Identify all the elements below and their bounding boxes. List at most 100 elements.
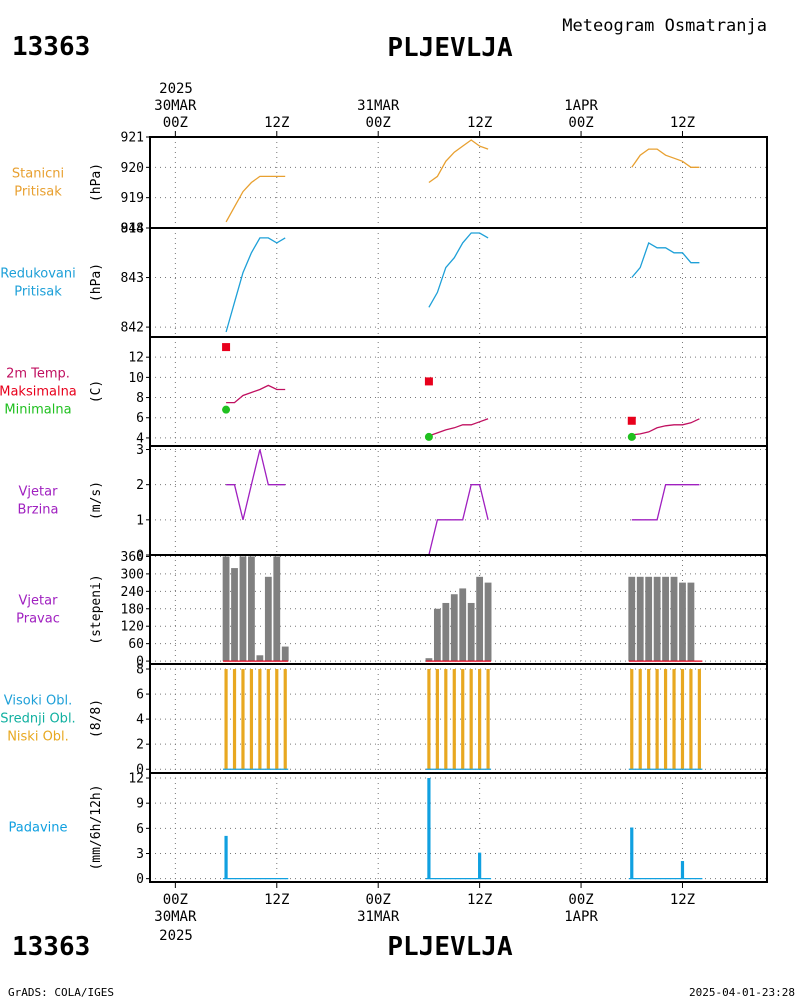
panel-label-line: Maksimalna [0,385,77,400]
y-tick-label: 8 [136,663,144,678]
series-line [631,241,700,278]
top-hour-label: 00Z [568,115,593,131]
bottom-year-label: 2025 [159,928,193,944]
panel-label-line: Srednji Obl. [0,712,75,727]
bar [662,576,669,662]
y-tick-label: 12 [128,351,144,366]
panel-1: 918 919 920 921 (hPa) Stanicni Pritisak [12,131,768,237]
bar [476,576,484,662]
series-line [631,418,700,436]
bar [452,669,456,770]
bar [241,669,245,770]
panel-6: 0 2 4 6 8 (8/8) Visoki Obl. Srednji Obl. Niski O… [0,663,768,778]
timestamp-text: 2025-04-01-23:28 [689,986,795,999]
series-line [428,484,489,556]
bar [670,576,678,662]
y-tick-label: 3 [136,847,144,862]
panel-label-line: Stanicni [12,167,64,182]
bar [638,669,642,770]
y-tick-label: 0 [136,655,144,670]
bar [231,568,238,662]
panel-label-line: Niski Obl. [7,730,69,745]
station-name-top: PLJEVLJA [387,33,513,63]
y-unit-label: (hPa) [89,263,104,302]
min-temp-marker [627,432,636,441]
y-unit-label: (m/s) [89,481,104,520]
bottom-hour-label: 00Z [568,892,593,908]
bottom-hour-label: 12Z [670,892,695,908]
y-tick-label: 6 [136,822,144,837]
panels: 918919920921(hPa)StanicniPritisak8428438… [0,131,768,887]
y-tick-label: 0 [136,549,144,564]
y-tick-label: 120 [121,620,144,635]
max-temp-marker [627,416,636,425]
bar [459,588,467,662]
y-tick-label: 360 [121,550,144,565]
bottom-date-label: 30MAR [154,909,197,925]
bar [687,582,695,662]
bar [444,669,448,770]
series-line [225,175,286,223]
bottom-hour-label: 00Z [366,892,391,908]
min-temp-marker [424,432,433,441]
panel-4: 0 1 2 3 (m/s) Vjetar Brzina [18,443,768,564]
bar [630,827,634,879]
panel-label-line: Padavine [9,821,68,836]
bar [258,669,262,770]
bar [232,669,237,770]
y-tick-label: 843 [121,271,144,286]
min-temp-marker [222,405,231,414]
y-tick-label: 921 [121,131,144,146]
bar [655,669,659,770]
y-tick-label: 240 [121,585,144,600]
bar [224,669,228,770]
bar [647,669,651,770]
top-hour-label: 00Z [366,115,391,131]
max-temp-marker [222,343,231,352]
series-line [428,418,489,437]
series-line [226,449,286,520]
y-tick-label: 60 [128,637,144,652]
bar [663,669,668,770]
station-id-bottom: 13363 [12,932,90,962]
y-tick-label: 4 [136,713,144,728]
panel-label-line: Vjetar [19,485,59,500]
top-date-label: 30MAR [154,98,197,114]
y-tick-label: 1 [136,513,144,528]
panel-label-line: Pravac [16,612,60,627]
y-unit-label: (stepeni) [89,574,104,644]
credit-text: GrADS: COLA/IGES [8,986,114,999]
bottom-hour-label: 12Z [264,892,289,908]
bar [249,669,254,770]
panel-3: 4 6 8 10 12 (C) 2m Temp. Maksimalna Minimalna [0,336,768,447]
top-year-label: 2025 [159,81,193,97]
bar [239,556,247,662]
y-tick-label: 4 [136,431,144,446]
panel-7: 0 3 6 9 12 (mm/6h/12h) Padavine [9,772,768,887]
bar [275,669,279,770]
product-title: Meteogram Osmatranja [562,16,767,36]
bar [442,602,450,662]
y-tick-label: 2 [136,738,144,753]
y-tick-label: 918 [121,222,144,237]
top-date-label: 1APR [564,98,598,114]
y-unit-label: (mm/6h/12h) [89,784,104,870]
bar [248,556,255,662]
y-tick-label: 920 [121,161,144,176]
bar [679,582,686,662]
bar [224,835,228,879]
bar [653,576,661,662]
bar [680,669,685,770]
bottom-date-label: 1APR [564,909,598,925]
bar [689,669,693,770]
bar [425,658,433,662]
series-line [631,484,700,521]
bar [645,576,653,662]
bar [697,669,701,770]
bar [478,669,482,770]
bar [435,669,439,770]
panel-label-line: 2m Temp. [6,367,70,382]
bar [461,669,465,770]
top-hour-label: 12Z [467,115,492,131]
panel-label-line: Pritisak [14,285,62,300]
